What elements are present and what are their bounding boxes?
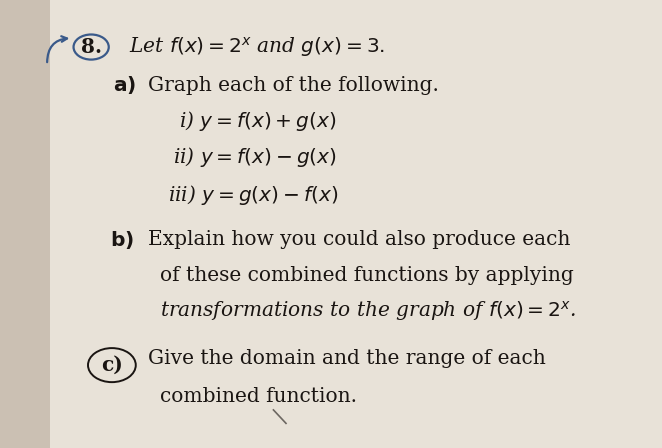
Text: $\bf{b)}$: $\bf{b)}$ bbox=[110, 228, 134, 251]
Text: ii) $y = f(x) - g(x)$: ii) $y = f(x) - g(x)$ bbox=[173, 145, 337, 169]
Text: Let $f(x) = 2^x$ and $g(x) = 3.$: Let $f(x) = 2^x$ and $g(x) = 3.$ bbox=[129, 35, 385, 59]
Text: $\bf{a)}$: $\bf{a)}$ bbox=[113, 74, 136, 96]
Text: of these combined functions by applying: of these combined functions by applying bbox=[160, 266, 573, 285]
Text: Graph each of the following.: Graph each of the following. bbox=[148, 76, 439, 95]
Text: Explain how you could also produce each: Explain how you could also produce each bbox=[148, 230, 570, 249]
Bar bbox=[0, 0, 50, 448]
Text: transformations to the graph of $f(x) = 2^x$.: transformations to the graph of $f(x) = … bbox=[160, 299, 576, 323]
Text: iii) $y = g(x) - f(x)$: iii) $y = g(x) - f(x)$ bbox=[168, 183, 339, 207]
Text: 8.: 8. bbox=[81, 37, 102, 57]
Text: Give the domain and the range of each: Give the domain and the range of each bbox=[148, 349, 545, 368]
Text: combined function.: combined function. bbox=[160, 387, 357, 406]
Text: c): c) bbox=[101, 355, 122, 375]
Text: i) $y = f(x) + g(x)$: i) $y = f(x) + g(x)$ bbox=[179, 109, 336, 133]
